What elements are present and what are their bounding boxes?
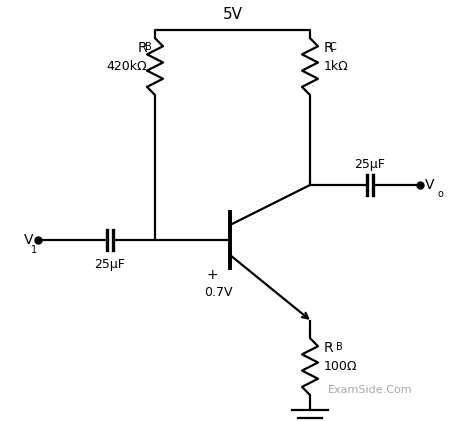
- Text: C: C: [330, 42, 337, 52]
- Text: 0.7V: 0.7V: [204, 285, 232, 298]
- Text: 25μF: 25μF: [354, 158, 385, 171]
- Text: ExamSide.Com: ExamSide.Com: [328, 385, 412, 395]
- Text: o: o: [437, 189, 443, 199]
- Text: V: V: [23, 233, 33, 247]
- Text: R: R: [324, 341, 333, 355]
- Text: 420kΩ: 420kΩ: [106, 59, 147, 72]
- Text: 100Ω: 100Ω: [324, 360, 358, 373]
- Text: 1: 1: [31, 245, 37, 255]
- Text: B: B: [336, 342, 343, 352]
- Text: 25μF: 25μF: [95, 258, 125, 271]
- Text: R: R: [324, 41, 333, 55]
- Text: R: R: [137, 41, 147, 55]
- Text: 1kΩ: 1kΩ: [324, 59, 349, 72]
- Text: B: B: [145, 42, 152, 52]
- Text: +: +: [206, 268, 218, 282]
- Text: 5V: 5V: [222, 7, 243, 22]
- Text: V: V: [425, 178, 435, 192]
